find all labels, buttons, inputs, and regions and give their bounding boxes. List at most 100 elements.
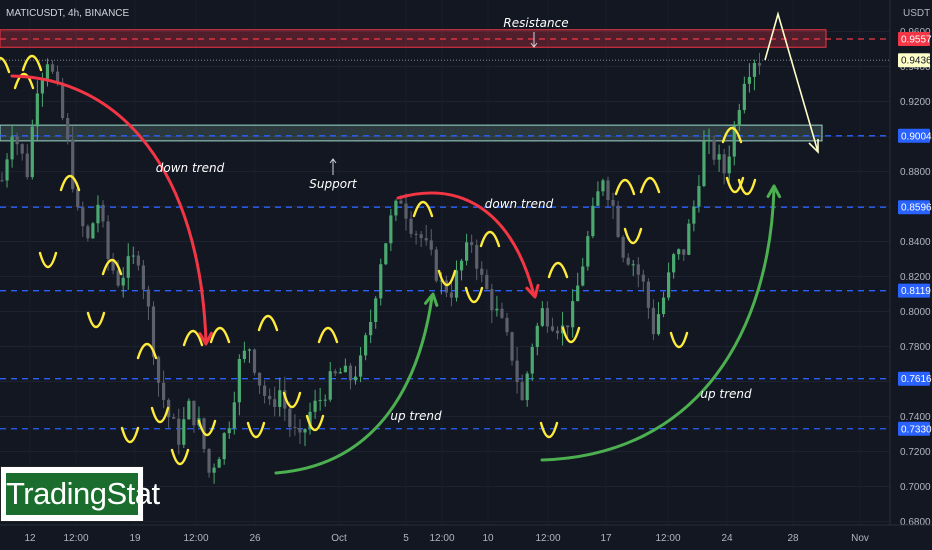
price-label-0: 0.9557 — [901, 35, 932, 46]
candle-body-30 — [151, 306, 156, 357]
up-trend-arrow-1 — [274, 295, 434, 475]
trough-mark-7 — [282, 391, 302, 409]
currency-label: USDT — [903, 8, 930, 19]
peak-mark-14 — [13, 72, 35, 90]
candle-body-86 — [434, 249, 438, 281]
candle-body-61 — [308, 411, 312, 430]
y-tick-10: 0.8800 — [900, 167, 931, 178]
candle-body-42 — [212, 467, 216, 473]
time-axis: 12 12:00 19 12:00 26 Oct 5 12:00 10 12:00 17 12:00 2… — [0, 524, 932, 550]
y-tick-2: 0.7200 — [900, 447, 931, 458]
candle-body-129 — [651, 307, 656, 335]
candle-body-69 — [348, 365, 353, 381]
candle-body-136 — [687, 223, 691, 255]
candle-body-31 — [156, 356, 161, 383]
trough-mark-5 — [197, 419, 217, 437]
candle-body-12 — [61, 82, 65, 119]
resistance-pointer-head — [530, 42, 538, 48]
peak-mark-7 — [317, 326, 339, 344]
candle-body-70 — [353, 376, 358, 381]
candle-body-68 — [343, 365, 347, 373]
tradingstat-logo: TradingStat — [0, 466, 160, 522]
candle-body-44 — [222, 433, 226, 460]
y-tick-12: 0.9200 — [900, 97, 931, 108]
price-label-bg-1 — [898, 53, 930, 68]
candle-body-29 — [146, 289, 151, 307]
trough-mark-16 — [737, 178, 757, 196]
candle-body-67 — [338, 372, 342, 374]
candle-body-144 — [727, 156, 731, 174]
candle-body-139 — [702, 141, 706, 187]
candle-body-25 — [126, 256, 130, 278]
candle-body-134 — [677, 249, 681, 255]
candle-body-90 — [454, 270, 459, 298]
time-axis-bg — [0, 525, 932, 550]
candle-body-28 — [141, 265, 145, 290]
candle-body-47 — [237, 358, 241, 403]
candle-body-56 — [283, 390, 287, 409]
candle-body-15 — [76, 189, 80, 208]
candle-body-51 — [257, 372, 262, 386]
candle-body-126 — [636, 264, 640, 275]
down-trend-arrow-2 — [396, 191, 536, 297]
support-pointer-head — [329, 158, 337, 164]
price-axis-bg — [890, 0, 932, 550]
peak-mark-11 — [614, 178, 636, 196]
candle-body-53 — [268, 395, 272, 400]
candle-body-119 — [601, 180, 605, 192]
x-tick-10: 17 — [600, 533, 612, 544]
candle-body-120 — [606, 180, 610, 201]
symbol-label: MATICUSDT — [6, 8, 63, 19]
candle-body-123 — [621, 236, 625, 258]
candle-body-8 — [40, 78, 44, 94]
candle-body-23 — [116, 270, 120, 286]
candle-body-71 — [358, 355, 363, 377]
candle-body-88 — [444, 280, 448, 293]
candle-body-65 — [328, 371, 332, 400]
candle-body-34 — [172, 417, 176, 419]
annotation-4: up trend — [390, 409, 442, 423]
candle-body-141 — [712, 139, 716, 160]
candle-body-48 — [242, 350, 246, 359]
candle-body-79 — [399, 200, 403, 204]
candle-body-58 — [293, 427, 297, 429]
candle-body-36 — [182, 419, 186, 445]
candle-body-64 — [323, 399, 327, 401]
peak-mark-8 — [412, 200, 434, 218]
drawings — [0, 11, 819, 475]
candle-body-63 — [318, 400, 322, 402]
candle-body-128 — [646, 281, 650, 308]
candle-body-95 — [480, 268, 484, 275]
trough-mark-13 — [623, 227, 643, 245]
trough-mark-1 — [86, 311, 106, 329]
candle-body-5 — [25, 153, 29, 178]
candle-body-135 — [682, 249, 686, 255]
candle-body-11 — [55, 71, 60, 83]
candle-body-137 — [692, 206, 696, 224]
candle-body-96 — [485, 274, 489, 290]
x-tick-7: 12:00 — [429, 533, 454, 544]
candle-body-22 — [111, 259, 115, 271]
candle-body-115 — [581, 266, 585, 286]
x-tick-9: 12:00 — [535, 533, 560, 544]
price-label-bg-4 — [898, 283, 930, 298]
exchange-label: BINANCE — [84, 8, 130, 19]
candle-body-93 — [470, 242, 474, 245]
trough-mark-15 — [725, 176, 745, 194]
trough-mark-2 — [120, 426, 140, 444]
candle-body-20 — [101, 204, 105, 222]
candle-body-46 — [232, 402, 236, 429]
candle-body-110 — [555, 330, 560, 334]
candle-body-83 — [419, 234, 423, 239]
candle-body-106 — [535, 325, 539, 348]
candle-body-103 — [520, 382, 524, 401]
interval-label: 4h — [68, 8, 80, 19]
candle-body-55 — [278, 390, 282, 407]
candle-body-125 — [631, 264, 635, 266]
candle-body-150 — [757, 63, 762, 66]
price-label-bg-3 — [898, 200, 930, 215]
x-tick-2: 19 — [129, 533, 141, 544]
candle-body-4 — [20, 144, 24, 154]
candle-body-7 — [35, 93, 39, 127]
